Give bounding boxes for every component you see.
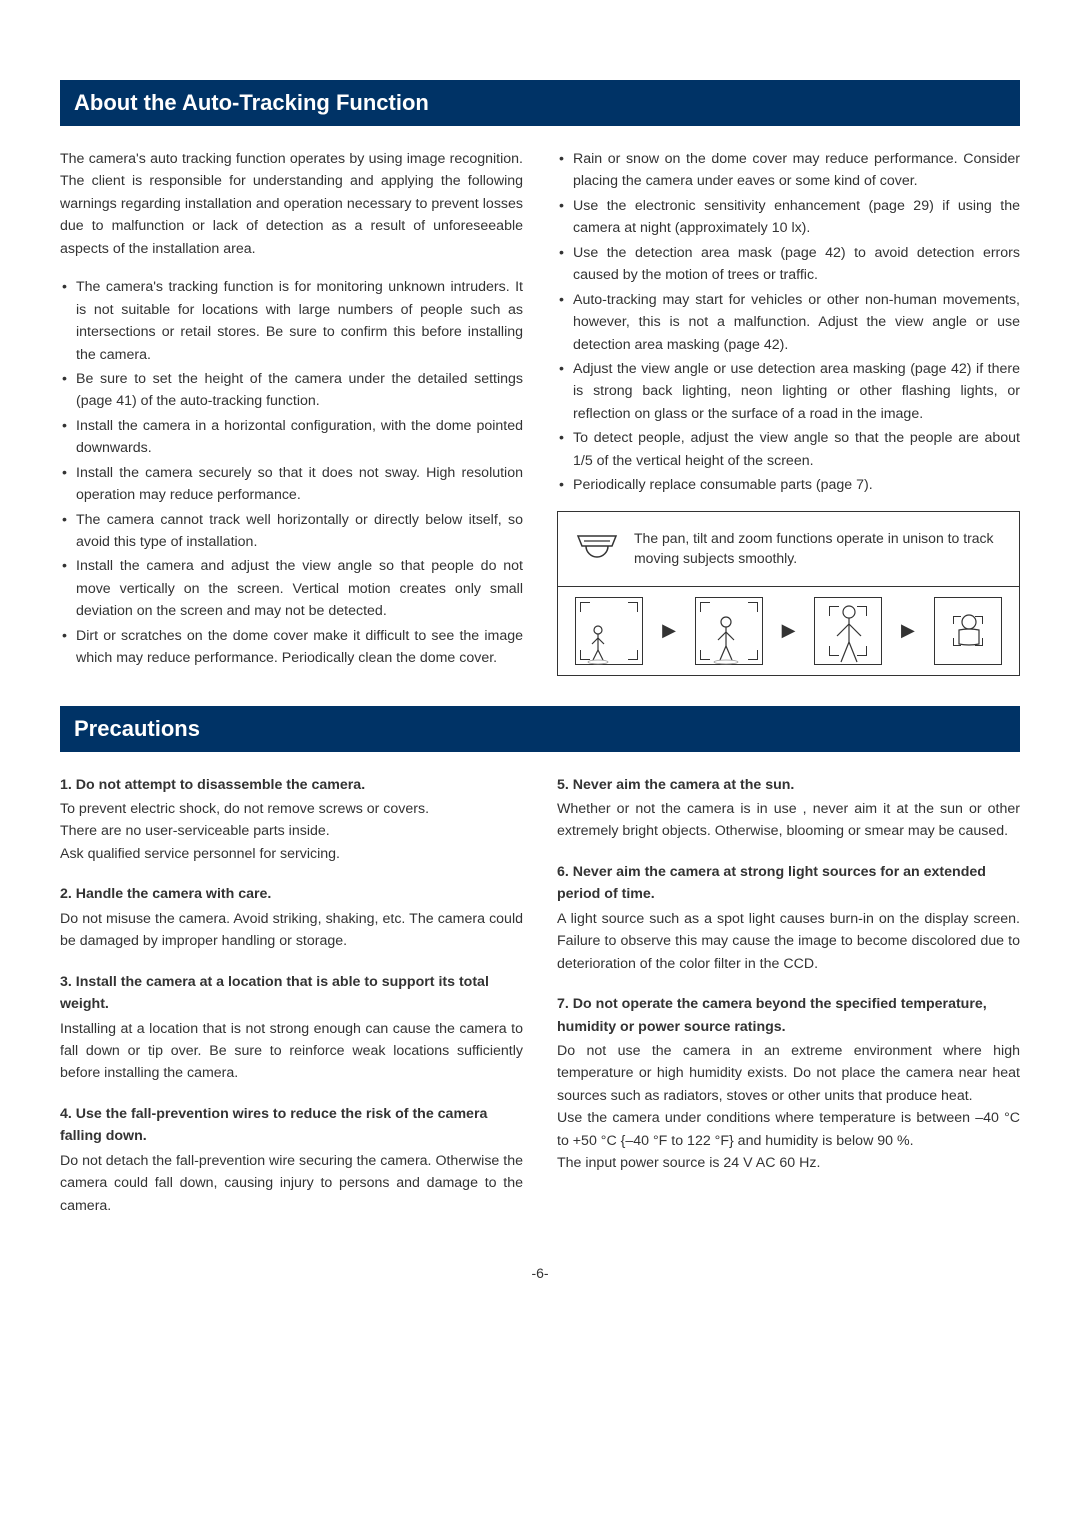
arrow-icon: ▶ bbox=[662, 616, 676, 644]
precaution-num: 2. bbox=[60, 886, 72, 902]
precaution-item: 7. Do not operate the camera beyond the … bbox=[557, 993, 1020, 1175]
precaution-item: 2. Handle the camera with care. Do not m… bbox=[60, 883, 523, 952]
precaution-num: 7. bbox=[557, 996, 569, 1012]
precaution-body: Whether or not the camera is in use , ne… bbox=[557, 798, 1020, 843]
precaution-body: Do not misuse the camera. Avoid striking… bbox=[60, 908, 523, 953]
diagram-caption: The pan, tilt and zoom functions operate… bbox=[634, 529, 1007, 568]
precaution-item: 4. Use the fall-prevention wires to redu… bbox=[60, 1103, 523, 1217]
tracking-diagram: The pan, tilt and zoom functions operate… bbox=[557, 511, 1020, 676]
tracking-frame bbox=[814, 597, 882, 665]
bullet-item: Install the camera in a horizontal confi… bbox=[60, 415, 523, 460]
tracking-frame bbox=[575, 597, 643, 665]
precaution-body: Installing at a location that is not str… bbox=[60, 1018, 523, 1085]
precaution-body: A light source such as a spot light caus… bbox=[557, 908, 1020, 975]
bullet-item: The camera cannot track well horizontall… bbox=[60, 509, 523, 554]
precaution-title: Do not attempt to disassemble the camera… bbox=[76, 777, 365, 793]
precaution-item: 5. Never aim the camera at the sun. Whet… bbox=[557, 774, 1020, 843]
autotrack-right-col: Rain or snow on the dome cover may reduc… bbox=[557, 148, 1020, 676]
precaution-body: Do not detach the fall-prevention wire s… bbox=[60, 1150, 523, 1217]
diagram-top-row: The pan, tilt and zoom functions operate… bbox=[558, 512, 1019, 587]
precaution-item: 1. Do not attempt to disassemble the cam… bbox=[60, 774, 523, 866]
bullet-item: Adjust the view angle or use detection a… bbox=[557, 358, 1020, 425]
precaution-title: Handle the camera with care. bbox=[76, 886, 272, 902]
precaution-title: Do not operate the camera beyond the spe… bbox=[557, 996, 987, 1034]
autotrack-intro: The camera's auto tracking function oper… bbox=[60, 148, 523, 260]
bullet-item: Use the electronic sensitivity enhanceme… bbox=[557, 195, 1020, 240]
bullet-item: Rain or snow on the dome cover may reduc… bbox=[557, 148, 1020, 193]
precaution-title: Install the camera at a location that is… bbox=[60, 974, 489, 1012]
precaution-item: 3. Install the camera at a location that… bbox=[60, 971, 523, 1085]
arrow-icon: ▶ bbox=[782, 616, 796, 644]
autotrack-columns: The camera's auto tracking function oper… bbox=[60, 148, 1020, 676]
autotrack-left-col: The camera's auto tracking function oper… bbox=[60, 148, 523, 676]
person-icon bbox=[815, 598, 883, 666]
bullet-item: Auto-tracking may start for vehicles or … bbox=[557, 289, 1020, 356]
dome-camera-icon bbox=[570, 522, 624, 576]
person-icon bbox=[935, 598, 1003, 666]
precaution-num: 3. bbox=[60, 974, 72, 990]
tracking-frame bbox=[695, 597, 763, 665]
bullet-item: Use the detection area mask (page 42) to… bbox=[557, 242, 1020, 287]
precaution-num: 5. bbox=[557, 777, 569, 793]
autotrack-left-bullets: The camera's tracking function is for mo… bbox=[60, 276, 523, 669]
diagram-bottom-row: ▶ ▶ ▶ bbox=[558, 587, 1019, 675]
section-header-autotrack: About the Auto-Tracking Function bbox=[60, 80, 1020, 126]
precautions-right-col: 5. Never aim the camera at the sun. Whet… bbox=[557, 774, 1020, 1235]
bullet-item: To detect people, adjust the view angle … bbox=[557, 427, 1020, 472]
precaution-num: 6. bbox=[557, 864, 569, 880]
bullet-item: The camera's tracking function is for mo… bbox=[60, 276, 523, 366]
precaution-title: Never aim the camera at the sun. bbox=[573, 777, 795, 793]
bullet-item: Periodically replace consumable parts (p… bbox=[557, 474, 1020, 496]
autotrack-right-bullets: Rain or snow on the dome cover may reduc… bbox=[557, 148, 1020, 497]
section-header-precautions: Precautions bbox=[60, 706, 1020, 752]
bullet-item: Install the camera and adjust the view a… bbox=[60, 555, 523, 622]
precaution-title: Use the fall-prevention wires to reduce … bbox=[60, 1106, 487, 1144]
precautions-columns: 1. Do not attempt to disassemble the cam… bbox=[60, 774, 1020, 1235]
arrow-icon: ▶ bbox=[901, 616, 915, 644]
precaution-num: 4. bbox=[60, 1106, 72, 1122]
bullet-item: Be sure to set the height of the camera … bbox=[60, 368, 523, 413]
precaution-body: Do not use the camera in an extreme envi… bbox=[557, 1040, 1020, 1175]
precaution-body: To prevent electric shock, do not remove… bbox=[60, 798, 523, 865]
precaution-item: 6. Never aim the camera at strong light … bbox=[557, 861, 1020, 975]
tracking-frame bbox=[934, 597, 1002, 665]
precaution-num: 1. bbox=[60, 777, 72, 793]
bullet-item: Dirt or scratches on the dome cover make… bbox=[60, 625, 523, 670]
bullet-item: Install the camera securely so that it d… bbox=[60, 462, 523, 507]
page-number: -6- bbox=[60, 1265, 1020, 1281]
precautions-left-col: 1. Do not attempt to disassemble the cam… bbox=[60, 774, 523, 1235]
precaution-title: Never aim the camera at strong light sou… bbox=[557, 864, 986, 902]
